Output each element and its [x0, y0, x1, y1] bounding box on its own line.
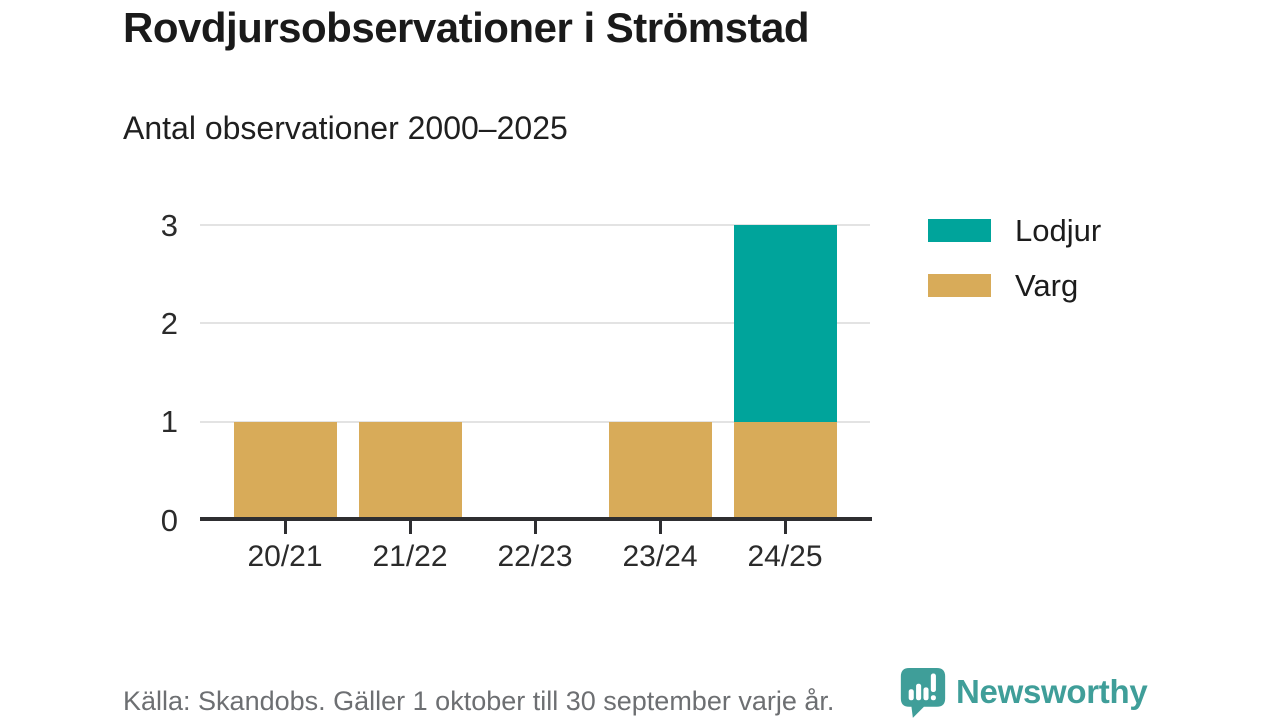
x-tick-24/25: [783, 521, 787, 534]
source-note: Källa: Skandobs. Gäller 1 oktober till 3…: [123, 686, 835, 716]
legend-swatch-lodjur: [928, 219, 991, 242]
legend: Lodjur Varg: [928, 215, 1101, 325]
y-tick-label: 2: [160, 306, 178, 341]
y-tick-label: 3: [160, 208, 178, 243]
legend-label-varg: Varg: [1015, 268, 1079, 303]
y-tick-label: 0: [160, 503, 178, 538]
plot-area: [200, 224, 870, 520]
chart-title: Rovdjursobservationer i Strömstad: [123, 4, 810, 51]
bar-segment-varg-24/25: [733, 421, 837, 520]
gridline-1: [200, 420, 870, 423]
legend-swatch-varg: [928, 274, 991, 297]
newsworthy-logo[interactable]: Newsworthy: [899, 666, 1148, 718]
x-tick-21/22: [408, 521, 412, 534]
legend-label-lodjur: Lodjur: [1015, 213, 1102, 248]
bar-segment-varg-21/22: [358, 421, 462, 520]
x-tick-label-24/25: 24/25: [747, 540, 823, 573]
newsworthy-wordmark: Newsworthy: [956, 673, 1148, 710]
legend-item-lodjur: Lodjur: [928, 215, 1101, 246]
bar-segment-varg-23/24: [608, 421, 712, 520]
x-tick-label-22/23: 22/23: [497, 540, 573, 573]
bar-segment-varg-20/21: [233, 421, 337, 520]
x-tick-label-23/24: 23/24: [622, 540, 698, 573]
x-axis-line: [200, 517, 872, 521]
legend-item-varg: Varg: [928, 270, 1101, 301]
x-tick-23/24: [658, 521, 662, 534]
x-tick-22/23: [533, 521, 537, 534]
x-tick-label-20/21: 20/21: [247, 540, 323, 573]
gridline-2: [200, 322, 870, 325]
y-tick-label: 1: [160, 404, 178, 439]
bar-segment-lodjur-24/25: [733, 225, 837, 422]
x-tick-label-21/22: 21/22: [372, 540, 448, 573]
x-tick-20/21: [283, 521, 287, 534]
gridline-3: [200, 224, 870, 226]
newsworthy-logo-icon: [900, 668, 946, 718]
chart-subtitle: Antal observationer 2000–2025: [123, 110, 568, 146]
